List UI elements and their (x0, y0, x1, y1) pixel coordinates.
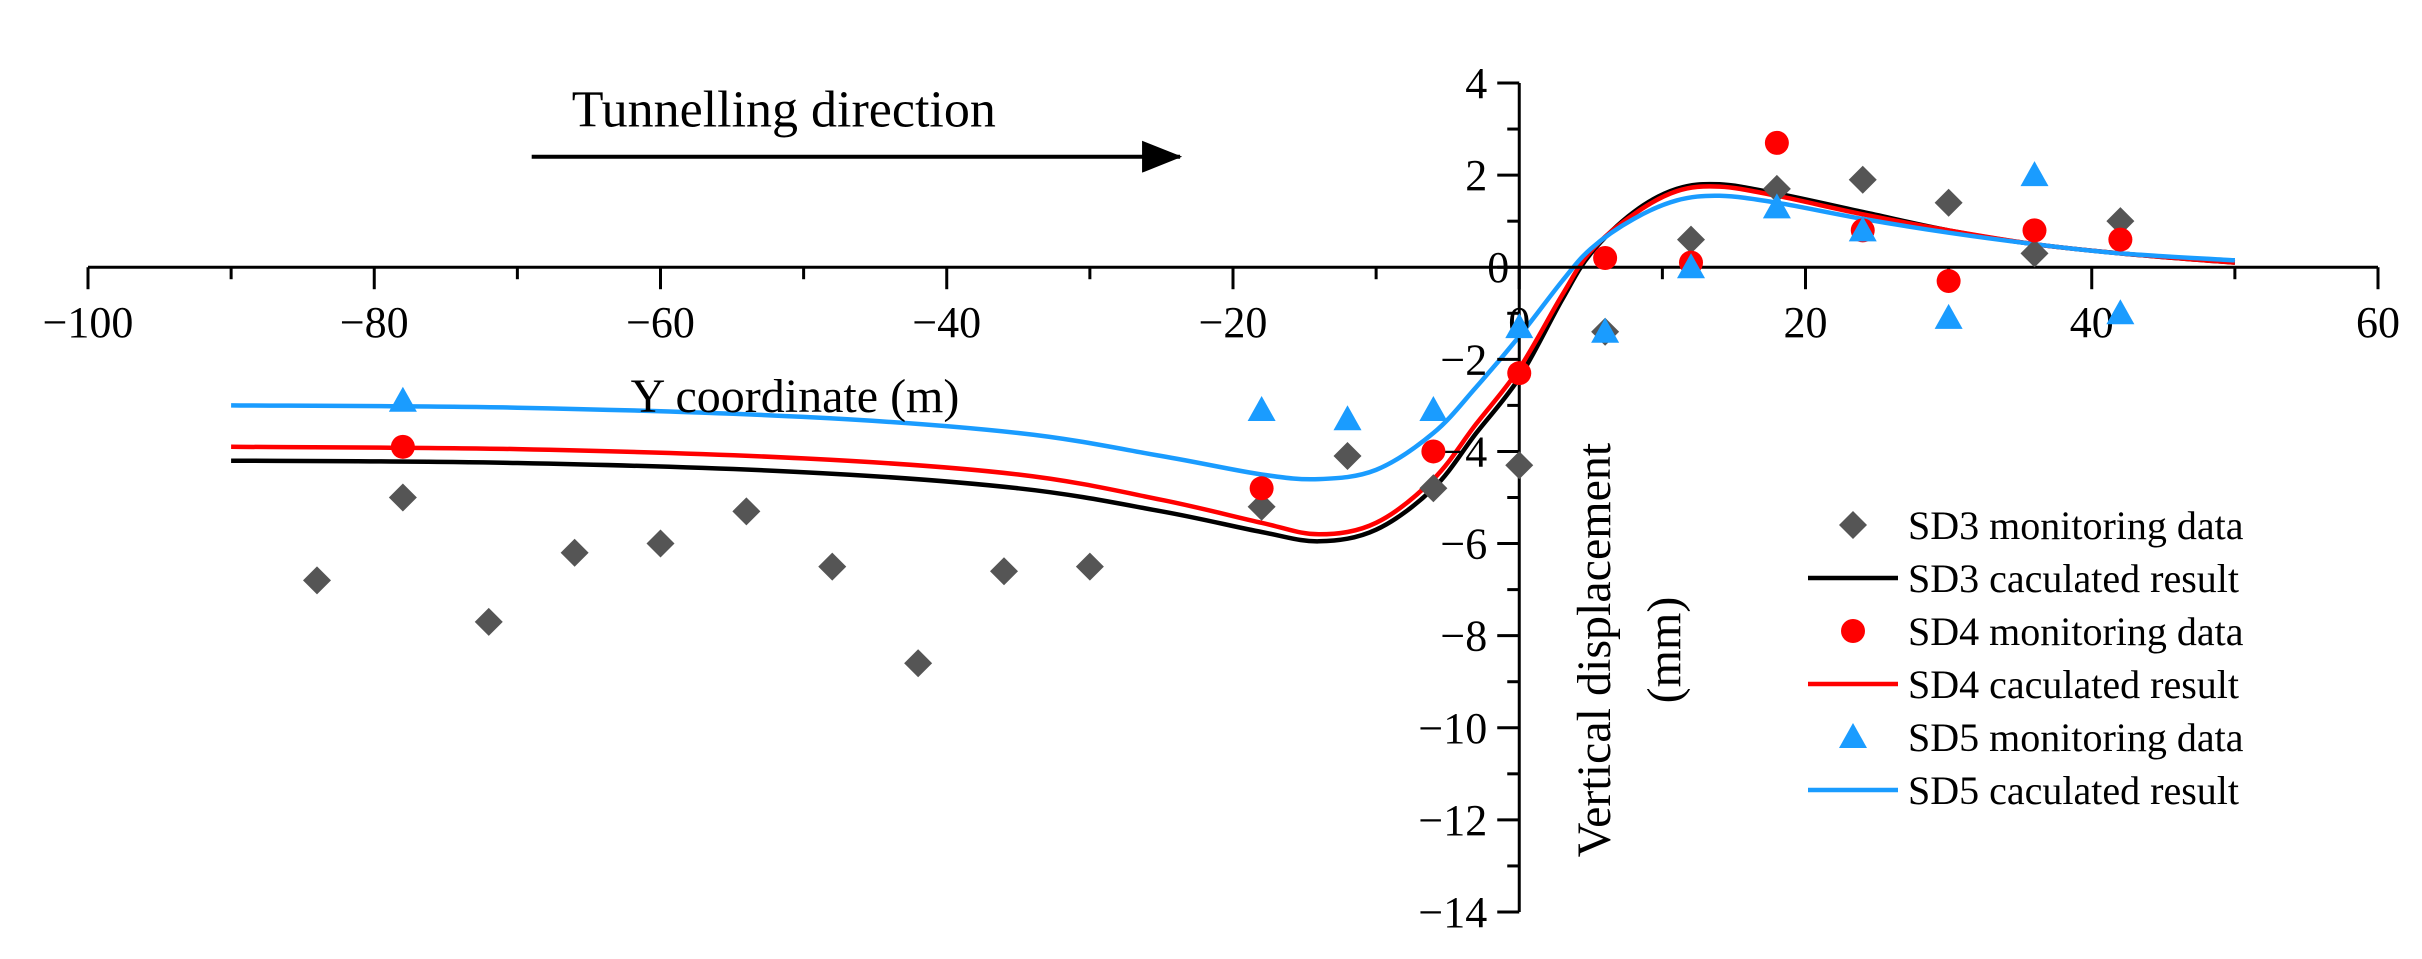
point-sd3-monitoring-data (818, 552, 847, 581)
calculated-curves (231, 181, 2236, 544)
y-tick-label: −8 (1440, 612, 1487, 661)
legend-swatch (1839, 723, 1867, 748)
point-sd5-monitoring-data (2020, 161, 2049, 187)
point-sd5-monitoring-data (1419, 395, 1448, 421)
point-sd3-monitoring-data (1934, 188, 1963, 217)
point-sd4-monitoring-data (1421, 439, 1446, 464)
y-tick-label: −14 (1418, 888, 1487, 937)
series-line-sd3-caculated-result (231, 181, 2236, 544)
y-tick-label: 0 (1487, 243, 1509, 292)
point-sd4-monitoring-data (1249, 476, 1274, 501)
legend-swatch (1841, 619, 1865, 643)
point-sd5-monitoring-data (1677, 253, 1705, 279)
x-tick-label: −80 (340, 298, 409, 347)
point-sd5-monitoring-data (1934, 303, 1963, 329)
point-sd3-monitoring-data (1848, 165, 1877, 194)
point-sd5-monitoring-data (388, 386, 417, 412)
point-sd3-monitoring-data (2106, 207, 2135, 236)
legend-label: SD5 caculated result (1908, 768, 2239, 813)
point-sd3-monitoring-data (1247, 492, 1276, 521)
y-axis-title-unit: (mm) (1638, 597, 1691, 704)
series-line-sd4-caculated-result (231, 184, 2236, 537)
point-sd3-monitoring-data (646, 529, 675, 558)
point-sd4-monitoring-data (1764, 130, 1789, 155)
x-tick-label: 40 (2070, 298, 2114, 347)
point-sd5-monitoring-data (1505, 313, 1534, 339)
legend-swatch (1839, 511, 1867, 539)
point-sd3-monitoring-data (303, 566, 331, 595)
point-sd4-monitoring-data (390, 434, 415, 459)
legend-label: SD4 caculated result (1908, 662, 2239, 707)
y-tick-label: −10 (1418, 704, 1487, 753)
point-sd3-monitoring-data (474, 607, 503, 636)
point-sd5-monitoring-data (1333, 405, 1362, 431)
y-tick-label: −12 (1418, 796, 1487, 845)
x-tick-label: −100 (43, 298, 134, 347)
legend-label: SD4 monitoring data (1908, 609, 2244, 654)
legend-item-sd5-caculated-result: SD5 caculated result (1808, 768, 2239, 813)
legend-item-sd3-monitoring-data: SD3 monitoring data (1839, 503, 2244, 548)
point-sd3-monitoring-data (1505, 451, 1534, 480)
y-tick-label: −4 (1440, 427, 1487, 476)
point-sd5-monitoring-data (1762, 193, 1791, 219)
annotation-text: Tunnelling direction (572, 82, 996, 139)
point-sd3-monitoring-data (904, 649, 933, 678)
x-tick-label: −40 (912, 298, 981, 347)
point-sd4-monitoring-data (1507, 361, 1532, 386)
point-sd5-monitoring-data (2106, 299, 2135, 325)
point-sd3-monitoring-data (1762, 174, 1791, 203)
legend-item-sd4-monitoring-data: SD4 monitoring data (1841, 609, 2244, 654)
point-sd3-monitoring-data (990, 557, 1018, 586)
point-sd4-monitoring-data (1593, 246, 1618, 271)
series-line-sd5-caculated-result (231, 193, 2236, 482)
point-sd4-monitoring-data (2108, 227, 2133, 252)
point-sd3-monitoring-data (732, 497, 761, 526)
point-sd3-monitoring-data (2020, 239, 2049, 268)
x-tick-label: −60 (626, 298, 695, 347)
point-sd3-monitoring-data (1075, 552, 1104, 581)
legend-label: SD3 monitoring data (1908, 503, 2244, 548)
legend-item-sd5-monitoring-data: SD5 monitoring data (1839, 715, 2244, 760)
y-tick-label: 2 (1465, 151, 1487, 200)
point-sd5-monitoring-data (1591, 317, 1620, 343)
point-sd3-monitoring-data (1677, 225, 1705, 254)
legend: SD3 monitoring data SD3 caculated result S… (1808, 503, 2244, 813)
x-tick-label: 20 (1784, 298, 1828, 347)
monitoring-points (303, 130, 2135, 678)
y-axis-title: Vertical displacement (1568, 442, 1621, 857)
y-tick-label: 4 (1465, 59, 1487, 108)
point-sd4-monitoring-data (2022, 218, 2047, 243)
tunnelling-annotation: Tunnelling direction (531, 82, 1183, 173)
point-sd3-monitoring-data (560, 538, 589, 567)
point-sd3-monitoring-data (1419, 474, 1448, 503)
legend-item-sd3-caculated-result: SD3 caculated result (1808, 556, 2239, 601)
x-tick-label: −20 (1199, 298, 1268, 347)
legend-label: SD5 monitoring data (1908, 715, 2244, 760)
point-sd4-monitoring-data (1936, 269, 1961, 294)
legend-label: SD3 caculated result (1908, 556, 2239, 601)
legend-item-sd4-caculated-result: SD4 caculated result (1808, 662, 2239, 707)
x-tick-label: 60 (2356, 298, 2400, 347)
x-axis-title: Y coordinate (m) (631, 370, 960, 423)
point-sd5-monitoring-data (1848, 216, 1877, 242)
point-sd3-monitoring-data (388, 483, 417, 512)
axes: −100−80−60−40−200204060420−2−4−6−8−10−12… (43, 59, 2400, 937)
y-tick-label: −2 (1440, 335, 1487, 384)
point-sd3-monitoring-data (1333, 442, 1362, 471)
point-sd5-monitoring-data (1247, 395, 1276, 421)
y-tick-label: −6 (1440, 520, 1487, 569)
